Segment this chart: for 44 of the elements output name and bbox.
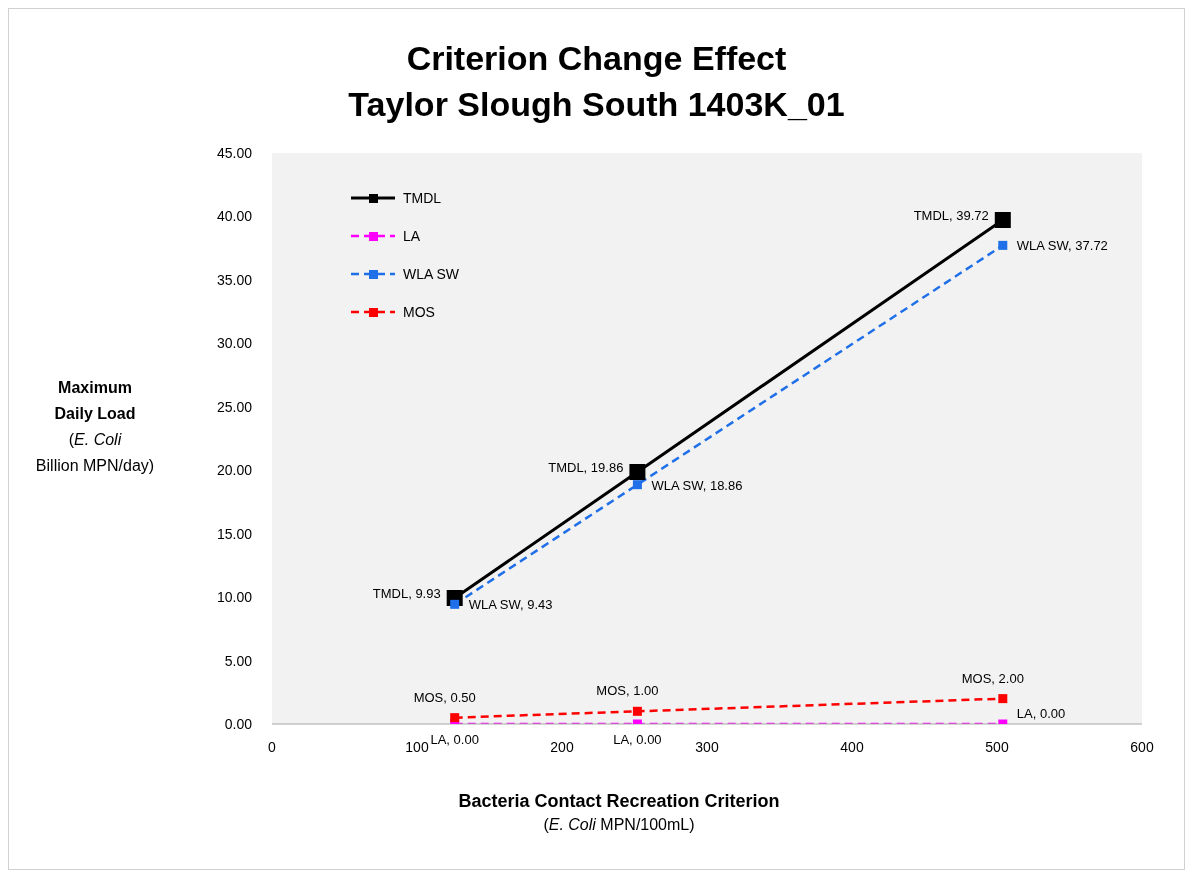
- data-label: LA, 0.00: [613, 732, 662, 747]
- legend-label: TMDL: [403, 190, 442, 206]
- legend-label: LA: [403, 228, 421, 244]
- point: [998, 694, 1008, 704]
- point: [632, 706, 642, 716]
- y-tick-label: 15.00: [216, 525, 253, 542]
- point: [994, 212, 1011, 228]
- y-tick-label: 35.00: [216, 271, 253, 288]
- point: [998, 240, 1008, 250]
- point: [450, 599, 460, 609]
- data-label: TMDL, 9.93: [372, 586, 441, 601]
- x-tick-label: 500: [985, 738, 1009, 755]
- legend-label: MOS: [403, 304, 435, 320]
- y-tick-label: 20.00: [216, 462, 253, 479]
- y-tick-label: 40.00: [216, 208, 253, 225]
- data-label: MOS, 0.50: [413, 689, 476, 705]
- data-label: LA, 0.00: [430, 732, 479, 747]
- data-label: WLA SW, 18.86: [651, 477, 743, 493]
- x-tick-label: 100: [405, 738, 429, 755]
- y-tick-label: 10.00: [216, 589, 253, 606]
- y-tick-label: 0.00: [224, 715, 253, 732]
- point: [629, 464, 646, 480]
- x-axis-title: Bacteria Contact Recreation Criterion (E. Coli MPN/100mL): [457, 790, 781, 835]
- data-label: MOS, 2.00: [961, 670, 1024, 686]
- x-tick-label: 400: [840, 738, 864, 755]
- x-tick-label: 300: [695, 738, 719, 755]
- data-label: WLA SW, 37.72: [1016, 238, 1108, 254]
- point: [632, 480, 642, 490]
- chart-title: Criterion Change Effect Taylor Slough South 1403K_01: [347, 38, 846, 125]
- data-label: WLA SW, 9.43: [468, 597, 553, 613]
- data-label: TMDL, 19.86: [548, 460, 624, 475]
- point: [450, 713, 460, 723]
- y-axis-title: Maximum Daily Load (E. Coli Billion MPN/day): [34, 378, 156, 476]
- y-tick-label: 45.00: [216, 144, 253, 161]
- x-tick-label: 600: [1130, 738, 1154, 755]
- x-tick-label: 200: [550, 738, 574, 755]
- data-label: MOS, 1.00: [596, 683, 659, 699]
- x-tick-label: 0: [268, 738, 277, 755]
- y-tick-label: 30.00: [216, 335, 253, 352]
- legend-label: WLA SW: [403, 266, 460, 282]
- y-tick-label: 25.00: [216, 398, 253, 415]
- data-label: LA, 0.00: [1016, 706, 1066, 721]
- y-tick-label: 5.00: [224, 652, 253, 669]
- data-label: TMDL, 39.72: [913, 208, 989, 223]
